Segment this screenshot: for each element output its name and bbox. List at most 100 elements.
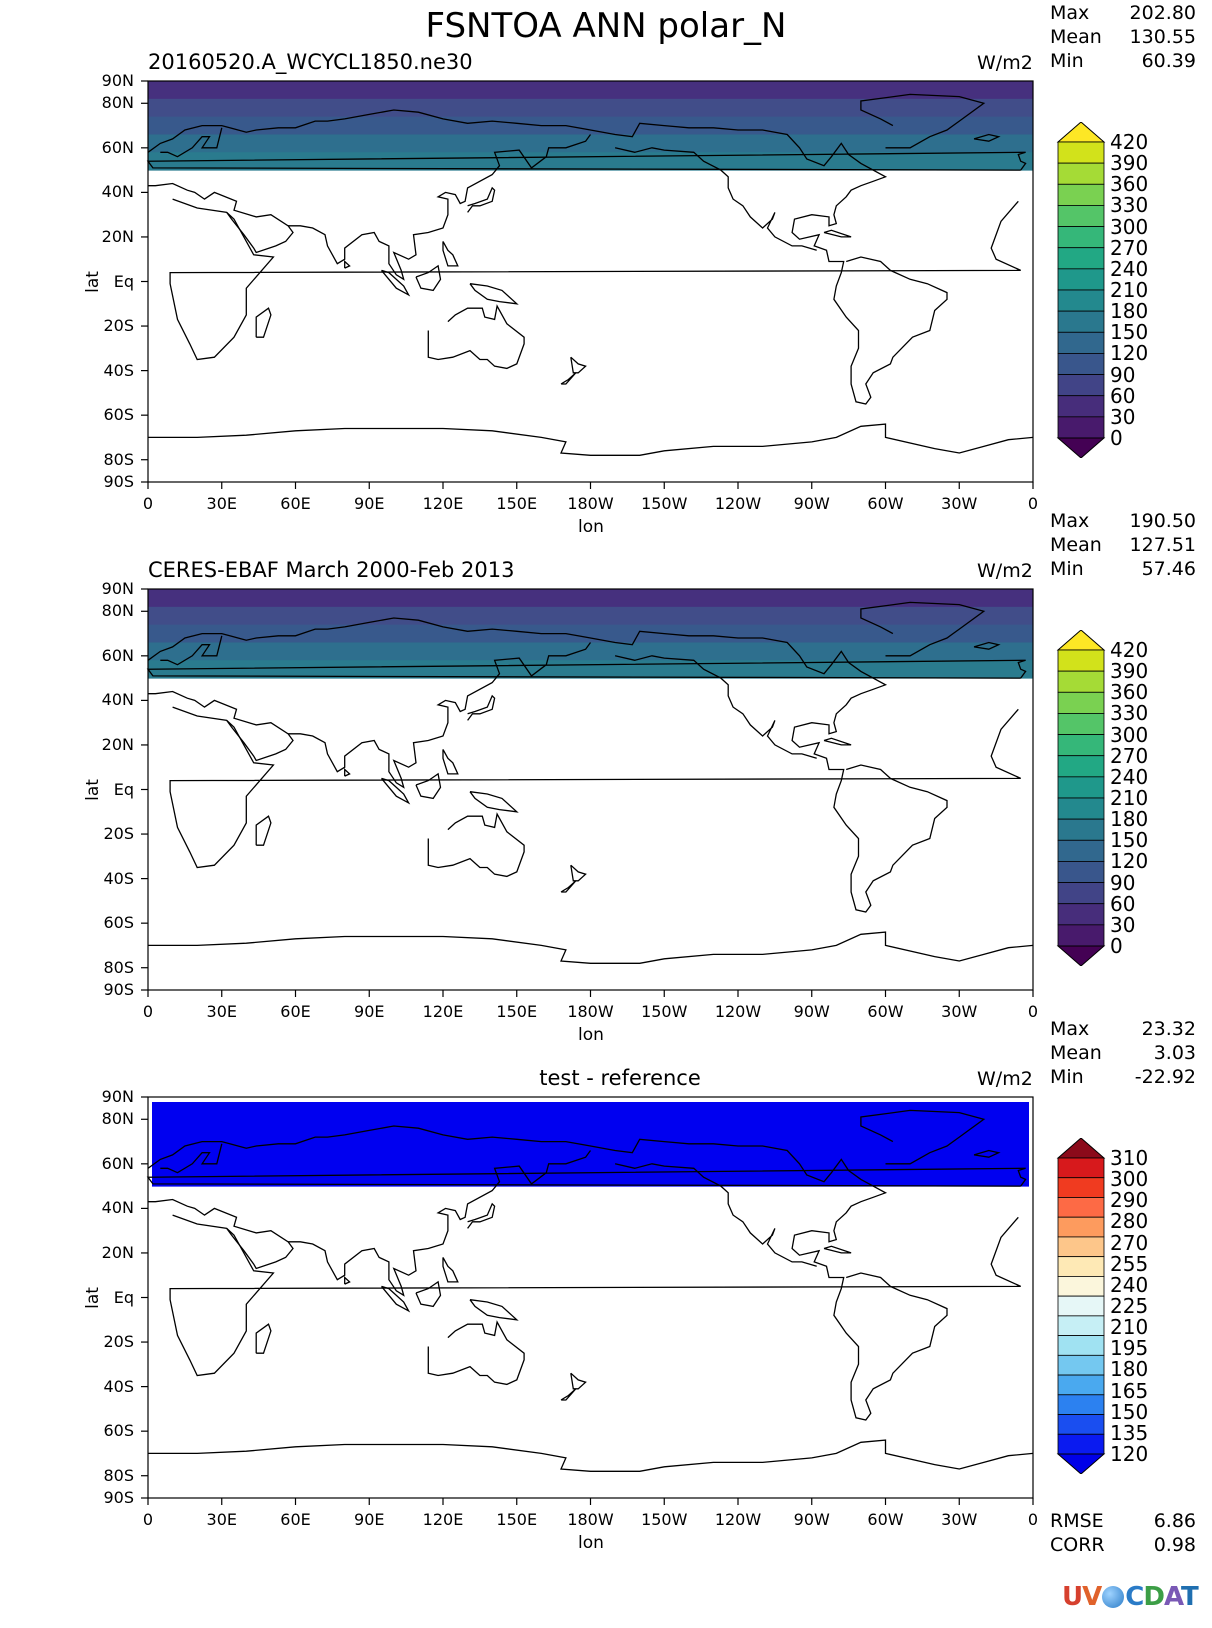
x-axis-label: lon xyxy=(578,517,604,537)
coastline xyxy=(442,241,459,267)
colorbar-segment xyxy=(1057,353,1105,375)
y-tick-label: 20S xyxy=(103,316,134,336)
colorbar-level-label: 225 xyxy=(1110,1294,1149,1318)
colorbar-segment xyxy=(1057,1256,1105,1277)
colorbar-level-label: 30 xyxy=(1110,404,1136,429)
coastline xyxy=(169,1214,1021,1377)
x-tick-label: 90W xyxy=(793,1002,830,1021)
y-tick-label: 60S xyxy=(103,405,134,425)
colorbar-segment xyxy=(1057,289,1105,312)
colorbar-segment xyxy=(1057,374,1105,397)
colorbar-level-label: 180 xyxy=(1110,807,1149,832)
coastline xyxy=(169,706,1021,869)
x-tick-label: 60E xyxy=(280,494,311,513)
x-tick-label: 0 xyxy=(1027,1002,1039,1021)
colorbar-level-label: 270 xyxy=(1110,743,1149,768)
coastline xyxy=(560,372,577,385)
coastline xyxy=(823,229,852,238)
field-band xyxy=(148,624,1033,643)
coastline xyxy=(442,1257,459,1283)
panel-title: CERES-EBAF March 2000-Feb 2013 xyxy=(148,558,515,582)
colorbar-segment xyxy=(1057,861,1105,883)
colorbar-level-label: 165 xyxy=(1110,1378,1149,1403)
coastline xyxy=(427,1320,525,1386)
colorbar-level-label: 270 xyxy=(1110,1230,1149,1255)
colorbar-segment xyxy=(1057,903,1105,926)
coastline xyxy=(415,264,442,292)
colorbar-level-label: 360 xyxy=(1110,172,1149,197)
colorbar-segment xyxy=(1057,1315,1105,1337)
x-tick-label: 60W xyxy=(867,1510,904,1529)
coastline xyxy=(148,182,294,254)
y-tick-label: 90N xyxy=(101,1087,134,1106)
coastline xyxy=(415,772,442,800)
coastline xyxy=(973,133,1001,142)
colorbar-level-label: 120 xyxy=(1110,1442,1149,1466)
stat-min-value: -22.92 xyxy=(1134,1066,1196,1088)
coastline xyxy=(160,1143,223,1174)
coastline xyxy=(560,880,577,893)
colorbar-segment xyxy=(1057,183,1105,206)
stat-mean-value: 130.55 xyxy=(1129,26,1196,48)
field-band xyxy=(148,642,1033,661)
coastline xyxy=(146,659,1027,679)
colorbar-segment xyxy=(1057,776,1105,799)
colorbar-level-label: 300 xyxy=(1110,1167,1149,1192)
colorbar-segment xyxy=(1057,1216,1105,1238)
y-tick-label: 20N xyxy=(101,1242,134,1262)
coastline xyxy=(560,1388,577,1401)
x-tick-label: 60W xyxy=(867,494,904,513)
coastline xyxy=(288,1150,592,1297)
colorbar-level-label: 90 xyxy=(1110,362,1136,387)
colorbar xyxy=(1056,1138,1106,1474)
x-tick-label: 150E xyxy=(496,1510,538,1529)
y-tick-label: 40N xyxy=(101,1198,134,1218)
colorbar-segment xyxy=(1057,1157,1105,1179)
field-band xyxy=(148,116,1033,135)
y-tick-label: 60N xyxy=(101,1153,134,1173)
coastline xyxy=(614,147,817,251)
x-tick-label: 90W xyxy=(793,494,830,513)
y-tick-label: 80N xyxy=(101,601,134,621)
coastline xyxy=(860,1109,986,1165)
stat-min-label: Min xyxy=(1050,558,1084,580)
globe-icon xyxy=(1102,1586,1125,1608)
colorbar-segment xyxy=(1057,1374,1105,1396)
coastline xyxy=(147,1125,948,1421)
panel-title: 20160520.A_WCYCL1850.ne30 xyxy=(148,50,473,74)
map-plot xyxy=(141,80,1034,489)
coastline xyxy=(146,1167,1027,1187)
coastline xyxy=(148,423,1034,456)
x-tick-label: 120E xyxy=(422,1510,464,1529)
field-band xyxy=(148,606,1033,626)
x-tick-label: 60E xyxy=(280,1002,311,1021)
coastline xyxy=(614,655,817,759)
y-tick-label: 60N xyxy=(101,645,134,665)
colorbar-level-label: 390 xyxy=(1110,659,1149,684)
coastline xyxy=(427,812,525,878)
colorbar-segment xyxy=(1057,713,1105,735)
colorbar-level-label: 210 xyxy=(1110,278,1149,302)
colorbar-max-triangle xyxy=(1056,122,1106,143)
colorbar-level-label: 240 xyxy=(1110,764,1149,789)
colorbar-segment xyxy=(1057,395,1105,418)
colorbar-segment xyxy=(1057,162,1105,185)
coastline xyxy=(467,1202,496,1229)
field-band xyxy=(148,660,1033,679)
coastline xyxy=(255,815,272,846)
x-tick-label: 180W xyxy=(567,1510,614,1529)
x-tick-label: 30E xyxy=(206,1002,237,1021)
colorbar xyxy=(1056,630,1106,966)
colorbar-segment xyxy=(1057,416,1105,439)
coastline xyxy=(148,931,1034,964)
colorbar-level-label: 0 xyxy=(1110,934,1123,958)
colorbar-segment xyxy=(1057,247,1105,270)
x-tick-label: 0 xyxy=(142,1002,154,1021)
coastline xyxy=(381,269,411,297)
y-axis-label: lat xyxy=(82,271,103,293)
coastline xyxy=(823,1245,852,1254)
y-tick-label: 80S xyxy=(103,449,134,469)
colorbar-level-label: 210 xyxy=(1110,1315,1149,1340)
colorbar-level-label: 330 xyxy=(1110,193,1149,218)
colorbar-level-label: 30 xyxy=(1110,912,1136,937)
